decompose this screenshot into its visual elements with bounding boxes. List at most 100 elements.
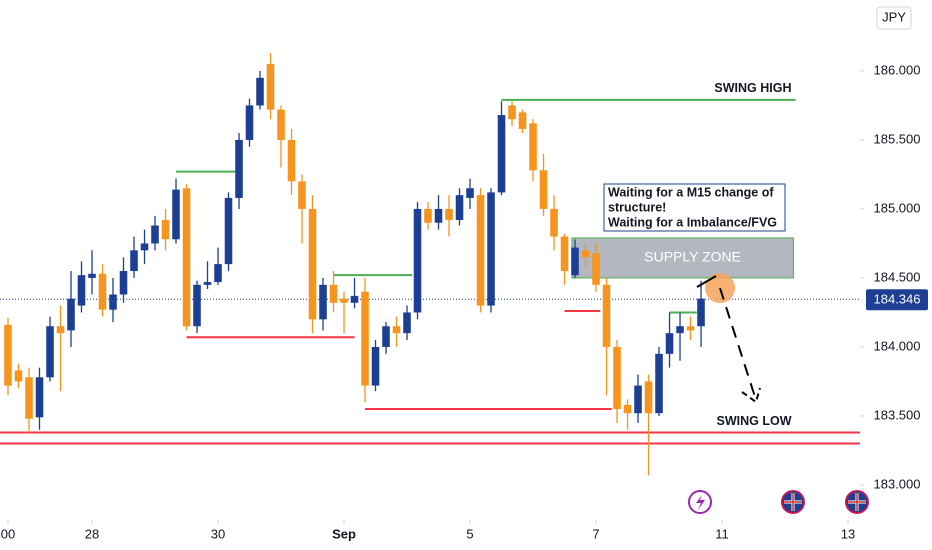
- candle-body: [445, 208, 453, 220]
- candle-body: [655, 353, 663, 414]
- candle-body: [130, 250, 138, 272]
- x-tick-label: 30: [211, 526, 225, 541]
- candle-body: [35, 377, 44, 418]
- candle-body: [319, 284, 327, 320]
- y-tick-label: 186.000: [874, 62, 921, 77]
- candle-body: [686, 326, 695, 331]
- candle-body: [403, 312, 411, 334]
- candle-body: [413, 208, 422, 313]
- x-tick-label: 11: [715, 526, 729, 541]
- candle-body: [67, 298, 75, 331]
- flag-cross-red: [784, 493, 802, 511]
- candle-body: [592, 253, 600, 285]
- plot-area: SUPPLY ZONE SWING HIGH SWING LOW 186.000 185…: [0, 52, 928, 541]
- candle-body: [497, 115, 506, 193]
- note-box: [603, 183, 786, 232]
- candle-body: [350, 295, 359, 303]
- candle-body: [256, 77, 264, 106]
- flag-cross-red: [848, 493, 866, 511]
- y-tick-label: 185.000: [874, 200, 921, 215]
- note-line: structure!: [608, 200, 666, 214]
- note-line: Waiting for a M15 change of: [608, 185, 774, 199]
- candle-body: [518, 112, 527, 129]
- candle-body: [371, 346, 380, 386]
- candle-body: [466, 188, 474, 198]
- currency: JPY: [882, 9, 906, 24]
- candle-body: [424, 208, 432, 223]
- candle-body: [361, 291, 369, 386]
- supply-zone-label: SUPPLY ZONE: [644, 249, 741, 265]
- candle-body: [46, 326, 54, 378]
- candle-body: [308, 208, 317, 320]
- candle-body: [508, 105, 516, 120]
- candle-body: [529, 123, 537, 171]
- y-tick-label: 184.000: [874, 338, 921, 353]
- current-price-label: 184.346: [874, 292, 921, 307]
- swing-low-label: SWING LOW: [717, 414, 792, 428]
- candle-body: [329, 284, 338, 303]
- swing-high-label: SWING HIGH: [714, 81, 791, 95]
- arrow-head: [741, 387, 761, 404]
- candle-body: [455, 195, 464, 220]
- candle-body: [382, 326, 390, 347]
- candle-body: [571, 247, 579, 276]
- candle-body: [434, 208, 443, 223]
- candle-body: [634, 385, 642, 414]
- candle-body: [25, 377, 33, 419]
- x-tick-label: 5: [466, 526, 473, 541]
- candle-body: [161, 219, 170, 240]
- candle-body: [665, 333, 674, 354]
- candle-body: [193, 284, 201, 327]
- candle-body: [340, 298, 348, 303]
- candle-body: [56, 326, 65, 334]
- arrow-tail: [696, 275, 717, 288]
- candle-body: [151, 225, 159, 244]
- x-tick-label: 00: [1, 526, 15, 541]
- currency-box[interactable]: [876, 6, 912, 30]
- y-tick-label: 185.500: [874, 131, 921, 146]
- candle-body: [14, 370, 23, 382]
- supply-zone: [571, 237, 794, 279]
- note-line: Waiting for a Imbalance/FVG: [608, 215, 777, 229]
- x-tick-label: 13: [841, 526, 855, 541]
- candle-body: [602, 284, 611, 347]
- candle-body: [245, 105, 254, 140]
- candle-body: [224, 197, 233, 265]
- candle-body: [644, 381, 653, 414]
- candle-body: [266, 64, 275, 110]
- candle-body: [613, 346, 621, 410]
- candle-body: [88, 273, 96, 278]
- current-price-box: [866, 289, 928, 311]
- candle-body: [203, 282, 212, 285]
- candle-body: [539, 170, 548, 209]
- candle-body: [476, 195, 485, 306]
- candle-body: [623, 404, 632, 414]
- y-tick-label: 184.500: [874, 269, 921, 284]
- candle-body: [277, 109, 285, 140]
- candle-body: [77, 275, 86, 306]
- y-tick-label: 183.000: [874, 476, 921, 491]
- candle-body: [676, 326, 684, 334]
- candle-body: [487, 192, 495, 306]
- candle-body: [560, 236, 569, 272]
- lightning: [696, 495, 705, 510]
- candle-body: [4, 324, 12, 386]
- candle-body: [140, 243, 149, 251]
- candle-body: [182, 188, 191, 327]
- x-tick-label: Sep: [332, 526, 356, 541]
- x-tick-label: 7: [592, 526, 599, 541]
- candle-body: [392, 326, 401, 334]
- candle-body: [109, 294, 117, 310]
- candle-body: [172, 189, 180, 240]
- x-tick-label: 28: [85, 526, 99, 541]
- candle-body: [235, 139, 243, 198]
- candle-body: [550, 208, 558, 237]
- candle-body: [98, 273, 107, 310]
- candle-body: [214, 264, 222, 283]
- candle-body: [581, 250, 590, 258]
- candle-body: [298, 181, 306, 209]
- y-tick-label: 183.500: [874, 407, 921, 422]
- candle-body: [287, 139, 296, 182]
- candle-body: [119, 271, 128, 295]
